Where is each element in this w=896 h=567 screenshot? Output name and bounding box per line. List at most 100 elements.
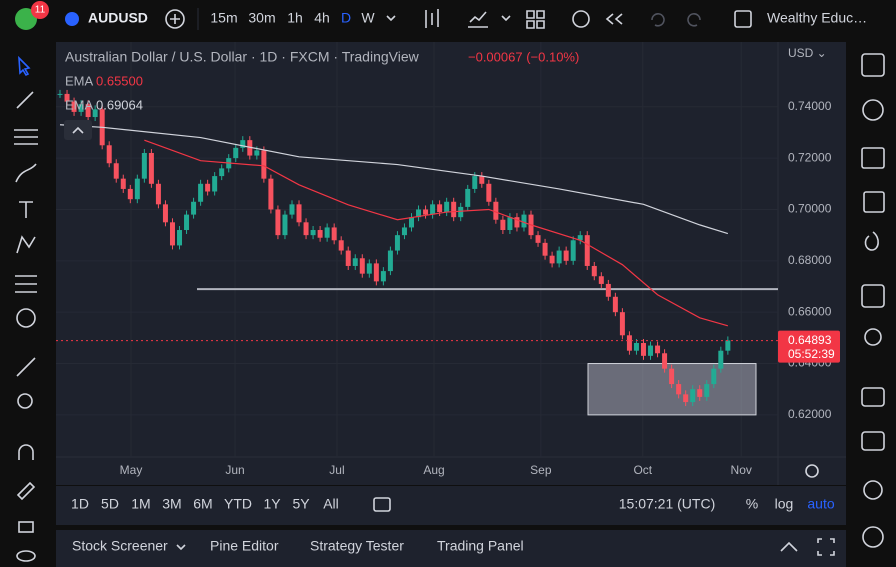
- x-tick-label: Oct: [633, 463, 652, 477]
- x-tick-label: Nov: [731, 463, 752, 477]
- undo[interactable]: [651, 13, 665, 27]
- add-symbol[interactable]: [165, 9, 185, 29]
- legend-name: EMA: [65, 97, 94, 112]
- range[interactable]: All: [323, 496, 339, 512]
- text-tool[interactable]: [19, 201, 33, 218]
- collapse-legend[interactable]: [64, 120, 92, 140]
- legend-value: 0.69064: [96, 97, 143, 112]
- range[interactable]: 6M: [193, 496, 212, 512]
- range[interactable]: 1D: [71, 496, 89, 512]
- tab[interactable]: Trading Panel: [437, 538, 524, 554]
- range[interactable]: 1Y: [263, 496, 281, 512]
- auto-toggle[interactable]: auto: [807, 496, 834, 512]
- interval[interactable]: 30m: [248, 10, 275, 26]
- alert[interactable]: [572, 10, 590, 28]
- range[interactable]: 3M: [162, 496, 181, 512]
- zoom-tool[interactable]: [17, 393, 33, 409]
- help[interactable]: [862, 526, 884, 548]
- collapse-icon: [72, 126, 84, 134]
- calendar-list[interactable]: [863, 191, 885, 213]
- range[interactable]: 5Y: [292, 496, 310, 512]
- icon-tool[interactable]: [16, 308, 36, 328]
- pattern-tool[interactable]: [16, 235, 36, 254]
- indicators[interactable]: [468, 11, 488, 28]
- y-tick-label: 0.74000: [788, 99, 832, 113]
- news[interactable]: [861, 147, 885, 169]
- layout-toggle[interactable]: [734, 10, 752, 28]
- expand-panel[interactable]: [780, 541, 798, 552]
- log-toggle[interactable]: log: [775, 496, 794, 512]
- badge-count: 11: [35, 5, 46, 16]
- add-icon: [170, 14, 180, 24]
- redo[interactable]: [687, 13, 701, 27]
- panel-tabs: [56, 530, 846, 567]
- tab[interactable]: Pine Editor: [210, 538, 279, 554]
- y-tick-label: 0.62000: [788, 407, 832, 421]
- fib-tool[interactable]: [14, 129, 38, 145]
- indicators-menu[interactable]: [501, 15, 511, 22]
- ideas[interactable]: [864, 328, 882, 346]
- legend-change: −0.00067 (−0.10%): [468, 49, 579, 64]
- calendar[interactable]: [861, 284, 885, 308]
- range[interactable]: 1M: [131, 496, 150, 512]
- tab[interactable]: Strategy Tester: [310, 538, 404, 554]
- cursor-tool[interactable]: [18, 55, 31, 77]
- price-tag: [778, 330, 840, 363]
- x-tick-label: Jul: [329, 463, 344, 477]
- hotlist[interactable]: [864, 231, 879, 251]
- tab-menu[interactable]: [176, 544, 186, 551]
- tab[interactable]: Stock Screener: [72, 538, 168, 554]
- draw-mode[interactable]: [16, 481, 36, 501]
- measure-tool[interactable]: [16, 357, 36, 377]
- brush-tool[interactable]: [15, 163, 37, 183]
- replay[interactable]: [605, 13, 623, 25]
- interval[interactable]: 1h: [287, 10, 303, 26]
- bottom-bar: [56, 486, 846, 525]
- y-tick-label: 0.70000: [788, 202, 832, 216]
- alerts[interactable]: [862, 99, 884, 121]
- interval-menu[interactable]: [386, 15, 396, 22]
- interval[interactable]: 4h: [314, 10, 330, 26]
- interval[interactable]: W: [361, 10, 375, 26]
- y-tick-label: 0.68000: [788, 253, 832, 267]
- y-tick-label: 0.66000: [788, 304, 832, 318]
- plot: [56, 42, 778, 457]
- hide-tool[interactable]: [16, 550, 36, 562]
- date-range[interactable]: [373, 497, 391, 512]
- interval[interactable]: 15m: [210, 10, 237, 26]
- messages[interactable]: [861, 431, 885, 451]
- interval-active[interactable]: D: [341, 10, 351, 26]
- account[interactable]: Wealthy Educ…: [767, 10, 867, 26]
- x-tick-label: Aug: [423, 463, 444, 477]
- range[interactable]: YTD: [224, 496, 252, 512]
- percent-toggle[interactable]: %: [746, 496, 758, 512]
- countdown: 05:52:39: [788, 347, 835, 361]
- symbol[interactable]: AUDUSD: [88, 10, 148, 26]
- settings[interactable]: [805, 464, 819, 478]
- legend-value: 0.65500: [96, 73, 143, 88]
- right-toolbar: [861, 53, 885, 548]
- currency[interactable]: USD ⌄: [788, 46, 827, 60]
- ema-line: [59, 124, 729, 235]
- watchlist[interactable]: [861, 53, 885, 77]
- chats[interactable]: [861, 387, 885, 407]
- avatar[interactable]: [15, 8, 37, 30]
- magnet-tool[interactable]: [18, 444, 34, 460]
- line-tool[interactable]: [16, 91, 34, 109]
- price-label: 0.64893: [788, 333, 832, 347]
- symbol-flag: [65, 12, 79, 26]
- lock-tool[interactable]: [18, 521, 34, 533]
- maximize[interactable]: [817, 538, 835, 556]
- legend-title: Australian Dollar / U.S. Dollar · 1D · F…: [65, 49, 420, 65]
- x-tick-label: Jun: [225, 463, 244, 477]
- badge: [31, 1, 49, 19]
- x-tick-label: Sep: [530, 463, 552, 477]
- layouts[interactable]: [526, 10, 545, 29]
- prediction-tool[interactable]: [15, 275, 37, 293]
- clock[interactable]: 15:07:21 (UTC): [619, 496, 715, 512]
- broadcast[interactable]: [863, 480, 883, 500]
- chart-panel: [56, 42, 846, 485]
- chart-type[interactable]: [425, 9, 439, 28]
- range[interactable]: 5D: [101, 496, 119, 512]
